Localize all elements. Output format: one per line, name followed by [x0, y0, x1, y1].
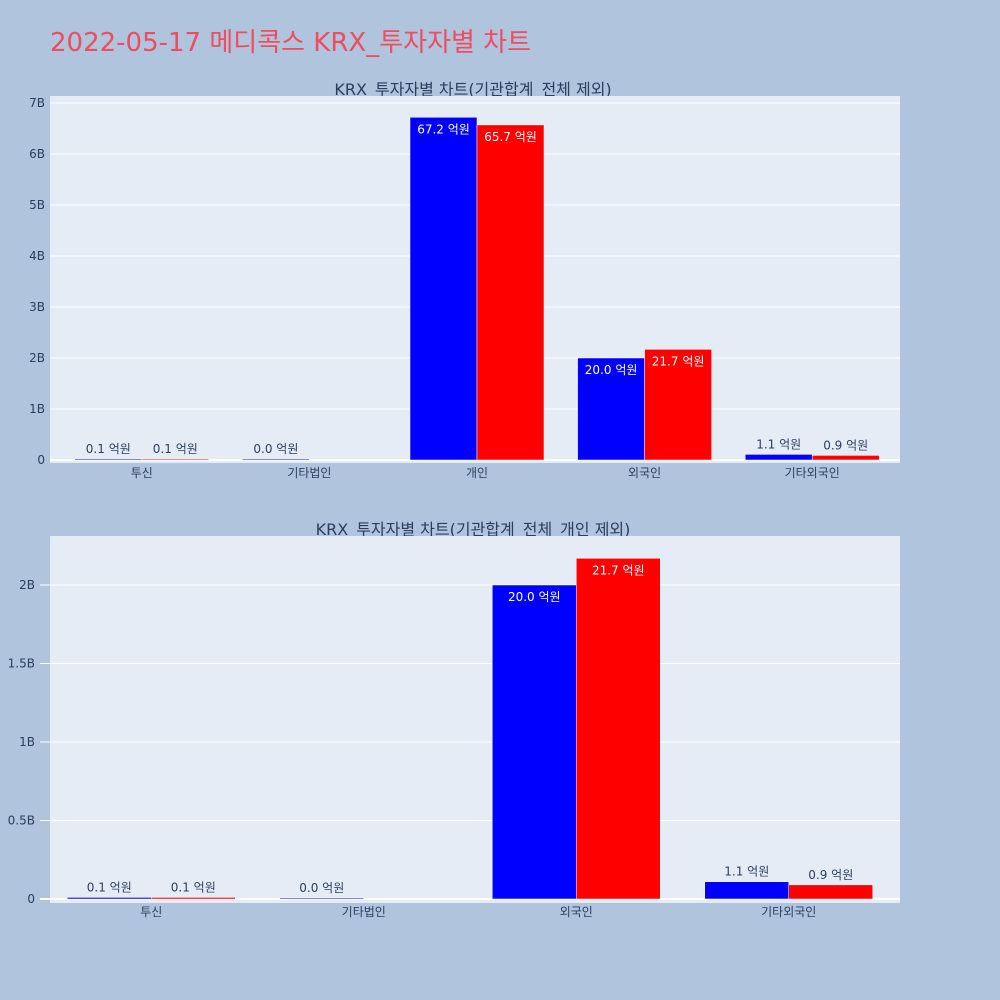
x-tick-label: 기타법인	[342, 905, 386, 919]
y-tick-label: 0.5B	[8, 814, 35, 828]
y-tick-label: 7B	[29, 96, 45, 110]
x-tick-label: 기타외국인	[761, 905, 816, 919]
y-tick-label: 2B	[19, 578, 35, 592]
y-tick-label: 0	[37, 453, 45, 467]
y-tick-label: 4B	[29, 249, 45, 263]
bar	[576, 558, 661, 900]
bar	[811, 455, 880, 461]
bar-data-label: 67.2 억원	[417, 122, 470, 136]
y-tick-label: 2B	[29, 351, 45, 365]
x-tick-label: 외국인	[560, 905, 593, 919]
chart-1-title: KRX_투자자별 차트(기관합계_전체 제외)	[334, 80, 611, 100]
bar-data-label: 21.7 억원	[652, 354, 705, 368]
bar-data-label: 0.0 억원	[253, 442, 298, 456]
bar	[151, 897, 236, 900]
y-tick-label: 1B	[19, 735, 35, 749]
bar	[242, 458, 310, 461]
x-tick-label: 투신	[140, 905, 162, 919]
bar	[704, 881, 789, 900]
page-title: 2022-05-17 메디콕스 KRX_투자자별 차트	[50, 28, 532, 58]
bar	[644, 349, 712, 461]
bar-data-label: 21.7 억원	[592, 563, 645, 577]
bar-data-label: 0.9 억원	[823, 438, 868, 452]
x-tick-label: 개인	[466, 466, 488, 480]
y-tick-label: 0	[27, 892, 35, 906]
bar	[409, 117, 478, 461]
bar-data-label: 0.1 억원	[86, 442, 131, 456]
bar-data-label: 0.0 억원	[299, 881, 344, 895]
y-tick-label: 1B	[29, 402, 45, 416]
y-tick-label: 6B	[29, 147, 45, 161]
x-tick-label: 투신	[131, 466, 153, 480]
bar	[788, 884, 873, 900]
chart-2-title: KRX_투자자별 차트(기관합계_전체_개인 제외)	[316, 520, 631, 540]
chart-2: KRX_투자자별 차트(기관합계_전체_개인 제외) 0 0.5B 1B 1.5B 2B…	[8, 520, 900, 919]
bar-data-label: 1.1 억원	[756, 437, 801, 451]
y-tick-label: 3B	[29, 300, 45, 314]
bar-data-label: 0.1 억원	[87, 880, 132, 894]
bar	[67, 897, 152, 900]
chart-1: KRX_투자자별 차트(기관합계_전체 제외) 0 1B 2B 3B 4B 5B 6B 7B 0…	[29, 80, 900, 480]
bar	[476, 124, 545, 461]
bar	[492, 584, 577, 900]
bar-data-label: 0.1 억원	[171, 880, 216, 894]
bar-data-label: 20.0 억원	[585, 363, 638, 377]
x-tick-label: 기타외국인	[785, 466, 840, 480]
bar-data-label: 1.1 억원	[724, 865, 769, 879]
y-tick-label: 1.5B	[8, 657, 35, 671]
chart-2-plot-area	[50, 536, 900, 903]
x-tick-label: 외국인	[628, 466, 661, 480]
bar	[279, 897, 364, 900]
bar-data-label: 20.0 억원	[508, 590, 561, 604]
bar-data-label: 65.7 억원	[484, 130, 537, 144]
y-tick-label: 5B	[29, 198, 45, 212]
bar-data-label: 0.9 억원	[808, 868, 853, 882]
bar-data-label: 0.1 억원	[153, 442, 198, 456]
bar	[141, 458, 210, 461]
bar	[577, 357, 645, 461]
x-tick-label: 기타법인	[287, 466, 331, 480]
